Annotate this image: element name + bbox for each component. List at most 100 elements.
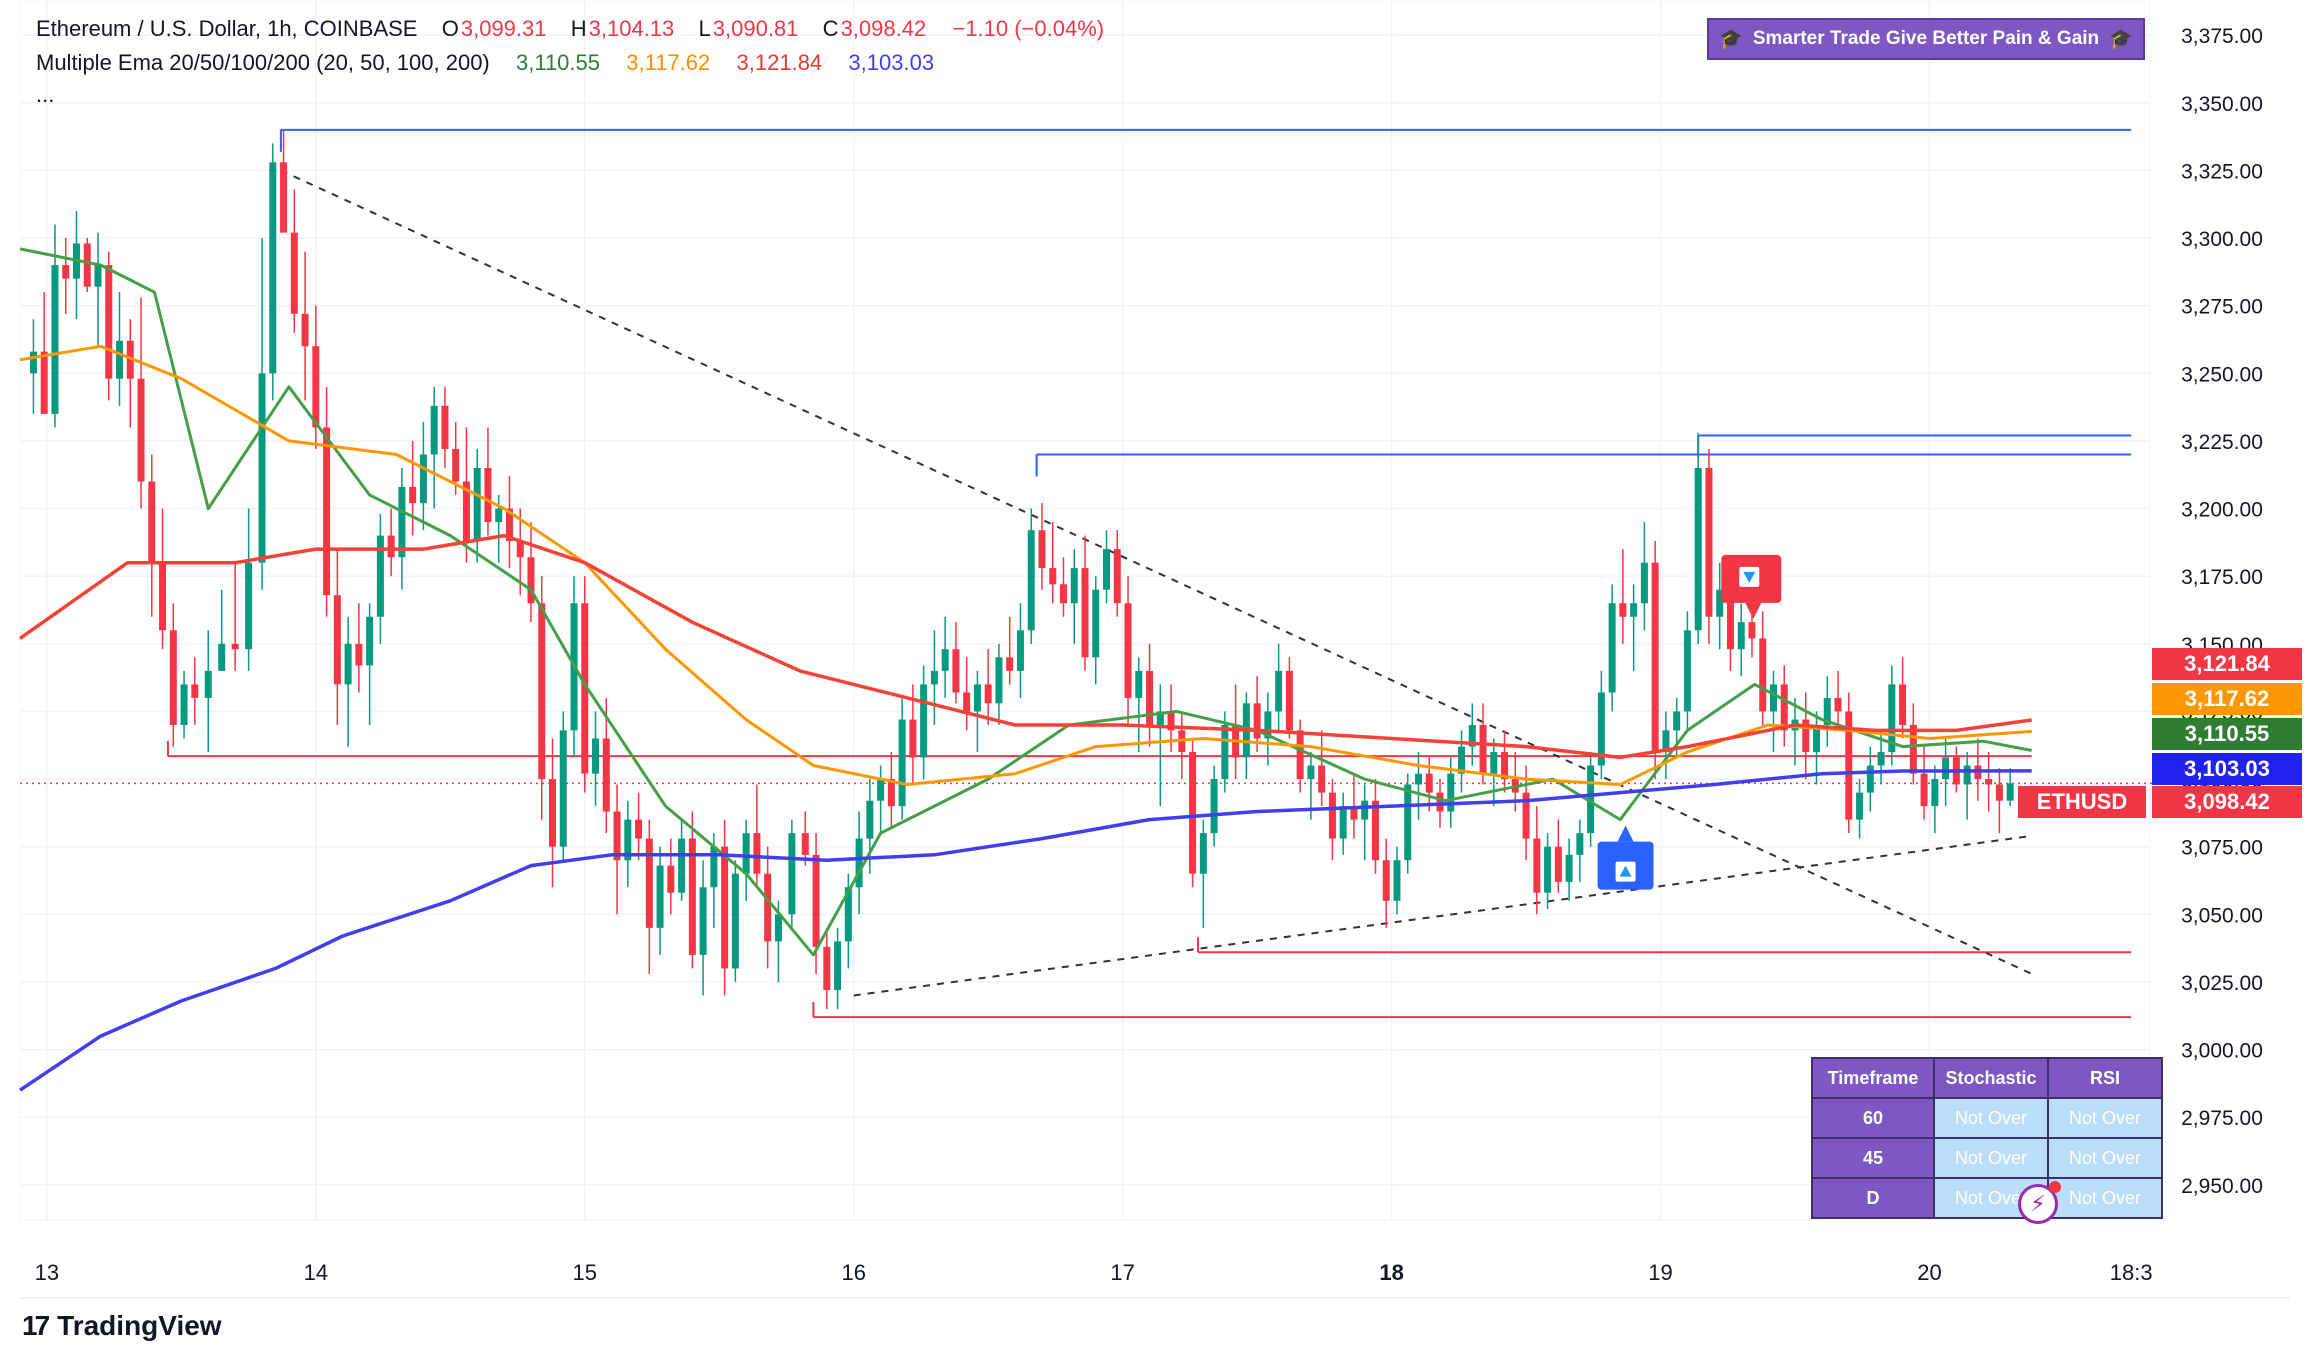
candle-body [834, 941, 842, 991]
candle-body [1479, 724, 1487, 774]
candle-body [398, 486, 406, 558]
buy-arrow-icon [1619, 865, 1632, 877]
candle-body [1726, 589, 1734, 650]
candle-body [1888, 684, 1896, 753]
candle-body [1027, 530, 1035, 631]
candle-body [764, 873, 772, 942]
buy-signal-pointer [1617, 825, 1634, 842]
candle-body [801, 833, 809, 855]
candle-body [1458, 746, 1466, 774]
x-tick-label: 19 [1648, 1260, 1672, 1285]
ema-line [19, 344, 2032, 786]
candle-body [812, 854, 820, 947]
indicator-name: Multiple Ema 20/50/100/200 (20, 50, 100,… [36, 50, 490, 75]
signal-markers [1597, 554, 1782, 890]
candle-body [624, 819, 632, 861]
close-value: 3,098.42 [840, 16, 927, 41]
candle-body [1899, 684, 1907, 725]
candle-body [774, 914, 782, 942]
candle-body [1404, 784, 1412, 861]
candle-body [1802, 719, 1810, 753]
candle-body [742, 833, 750, 874]
candle-body [1501, 752, 1509, 780]
y-tick-label: 2,975.00 [2181, 1107, 2263, 1130]
candle-body [1866, 765, 1874, 793]
symbol-price-tag: ETHUSD [2018, 786, 2146, 818]
candle-body [1425, 773, 1433, 793]
candle-body [788, 833, 796, 915]
candle-body [602, 738, 610, 812]
candle-body [941, 649, 949, 671]
candle-body [94, 265, 102, 287]
candle-body [877, 779, 885, 801]
x-tick-label: 18:3 [2110, 1260, 2153, 1285]
candle-body [1942, 757, 1950, 780]
stochastic-cell: Not Over [1933, 1137, 2049, 1179]
ema200-value: 3,103.03 [848, 50, 935, 75]
candle-body [484, 467, 492, 523]
candle-body [1683, 630, 1691, 712]
more-indicators-button[interactable]: ... [36, 82, 55, 107]
candle-body [1468, 724, 1476, 747]
candle-body [1103, 549, 1111, 590]
candle-body [462, 481, 470, 542]
candle-body [495, 508, 503, 523]
candle-body [387, 535, 395, 558]
candle-body [218, 643, 226, 671]
candle-body [245, 562, 253, 650]
candle-body [1490, 752, 1498, 774]
lightning-icon[interactable]: ⚡ [2018, 1181, 2061, 1224]
candle-body [1221, 724, 1229, 780]
candle-body [1414, 773, 1422, 785]
candle-body [290, 232, 298, 314]
graduation-cap-icon: 🎓 [1719, 29, 1743, 50]
table-row: D Not Over Not Over [1811, 1177, 2163, 1219]
candle-body [527, 557, 535, 604]
candle-body [191, 684, 199, 698]
candle-body [1350, 806, 1358, 820]
tradingview-logo[interactable]: 17 TradingView [22, 1310, 222, 1342]
y-tick-label: 3,375.00 [2181, 25, 2263, 48]
candle-body [1167, 711, 1175, 731]
low-value: 3,090.81 [712, 16, 799, 41]
candle-body [688, 838, 696, 955]
candle-body [1189, 752, 1197, 874]
candle-body [1995, 784, 2003, 801]
ema100-value: 3,121.84 [736, 50, 823, 75]
x-tick-label: 16 [841, 1260, 865, 1285]
candle-body [699, 887, 707, 955]
candle-body [1705, 467, 1713, 617]
candle-body [258, 373, 266, 563]
candle-body [159, 562, 167, 631]
symbol-legend: Ethereum / U.S. Dollar, 1h, COINBASE O3,… [36, 16, 1104, 42]
close-label: C [822, 16, 839, 41]
graduation-cap-icon: 🎓 [2109, 29, 2133, 50]
candle-body [1651, 562, 1659, 753]
candle-body [1038, 530, 1046, 569]
indicator-legend[interactable]: Multiple Ema 20/50/100/200 (20, 50, 100,… [36, 50, 934, 76]
candle-body [1092, 589, 1100, 658]
candle-body [1382, 860, 1390, 901]
ema-line [18, 533, 2032, 760]
candle-body [549, 779, 556, 847]
candle-body [823, 946, 831, 991]
y-tick-label: 3,200.00 [2181, 499, 2263, 522]
last-price-tag: 3,098.42 [2152, 786, 2302, 818]
candle-body [2006, 783, 2014, 801]
candle-body [1006, 657, 1014, 671]
candle-body [1823, 697, 1831, 725]
candle-body [1393, 860, 1401, 901]
candle-body [1049, 568, 1057, 585]
candle-body [1296, 730, 1304, 780]
candle-body [1985, 779, 1993, 785]
x-tick-label: 15 [573, 1260, 597, 1285]
ema200-price-tag: 3,103.03 [2152, 753, 2302, 785]
horizontal-levels [166, 128, 2132, 1019]
ema-line [19, 769, 2032, 1092]
candle-body [1920, 773, 1928, 807]
y-tick-label: 2,950.00 [2181, 1175, 2263, 1198]
candle-body [1436, 792, 1444, 812]
y-axis: 3,375.00 3,350.00 3,325.00 3,300.00 3,275.00… [2181, 25, 2263, 1198]
symbol-title: Ethereum / U.S. Dollar, 1h, COINBASE [36, 16, 418, 41]
